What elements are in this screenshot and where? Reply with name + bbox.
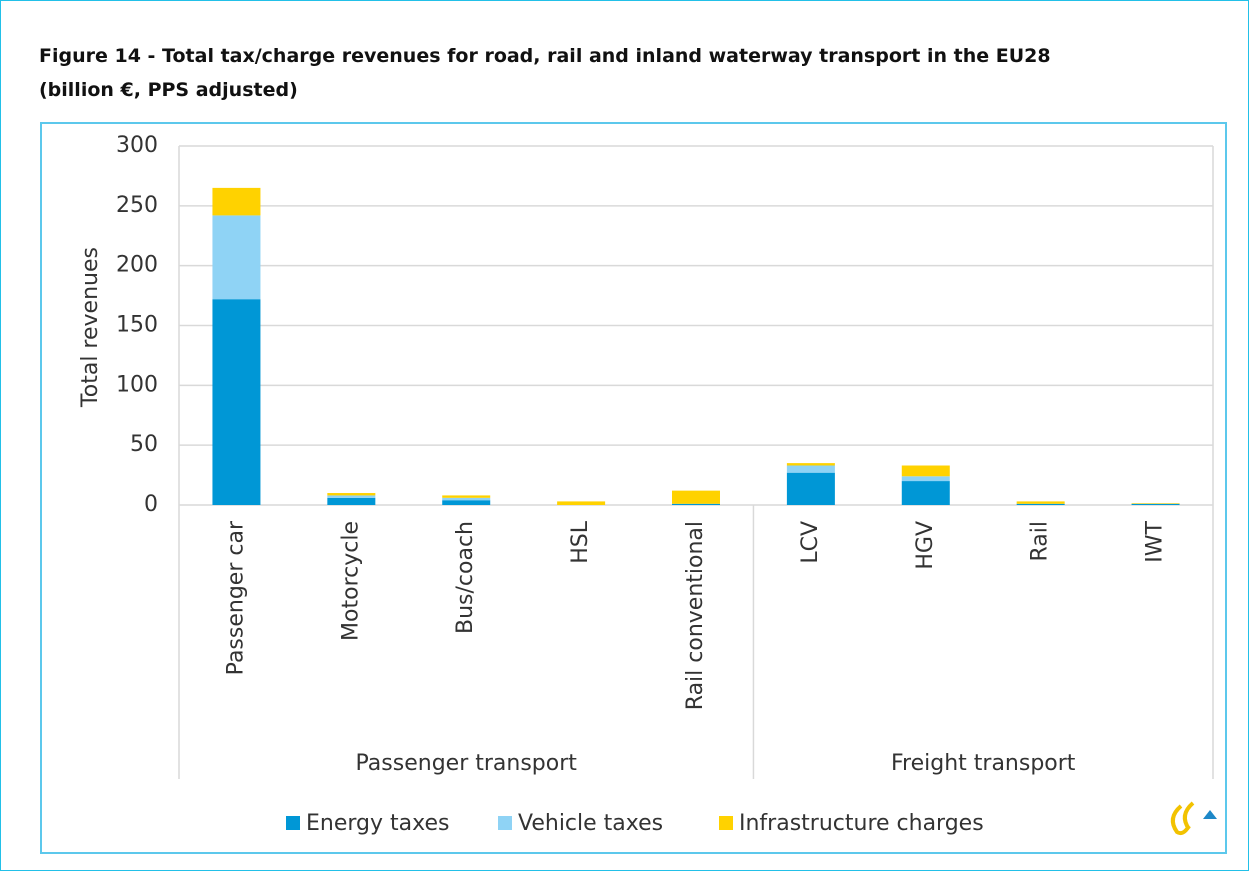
y-axis-label: Total revenues [78,247,103,408]
bar-segment [212,187,261,216]
x-tick-label: Rail [1028,521,1053,562]
x-tick-label: IWT [1143,520,1168,562]
legend-swatch [498,816,512,830]
chart-title: Figure 14 - Total tax/charge revenues fo… [39,45,1051,67]
legend-label: Vehicle taxes [518,811,663,836]
bar-segment [327,493,376,496]
bar-segment [1131,503,1180,505]
bar-segment [327,497,376,505]
bar-segment [327,495,376,498]
bar-segment [1016,501,1065,504]
logo [1170,801,1217,836]
y-tick-label: 200 [116,253,158,278]
bar-segment [901,481,950,505]
legend-swatch [286,816,300,830]
bar-segment [212,299,261,505]
x-tick-label: HGV [913,521,938,570]
x-tick-label: LCV [798,521,823,564]
bar-segment [786,472,835,505]
bar-segment [212,215,261,300]
legend-swatch [719,816,733,830]
chart-subtitle: (billion €, PPS adjusted) [39,79,298,101]
bar-segment [442,500,491,505]
bar-segment [901,465,950,477]
chart-frame [40,122,1227,854]
legend-label: Energy taxes [306,811,449,836]
x-tick-label: Motorcycle [338,521,363,641]
bar-segment [442,495,491,498]
x-tick-label: Rail conventional [683,521,708,710]
bar-segment [1131,503,1180,504]
bar-segment [442,497,491,501]
bar-segment [557,501,606,505]
x-tick-label: HSL [568,520,593,564]
y-tick-label: 50 [130,432,158,457]
bar-segment [1016,503,1065,505]
chart-title-block: Figure 14 - Total tax/charge revenues fo… [39,39,1051,107]
x-tick-label: Bus/coach [453,521,478,634]
bar-segment [786,465,835,473]
bar-segment [672,490,720,504]
legend-label: Infrastructure charges [739,811,984,836]
y-tick-label: 100 [116,372,158,397]
x-tick-label: Passenger car [223,520,248,675]
group-label: Passenger transport [356,751,578,776]
y-tick-label: 150 [116,313,158,338]
bar-segment [786,463,835,466]
group-label: Freight transport [891,751,1076,776]
y-tick-label: 300 [116,133,158,158]
bar-segment [672,503,720,505]
y-tick-label: 250 [116,193,158,218]
bar-segment [901,476,950,482]
y-tick-label: 0 [144,492,158,517]
